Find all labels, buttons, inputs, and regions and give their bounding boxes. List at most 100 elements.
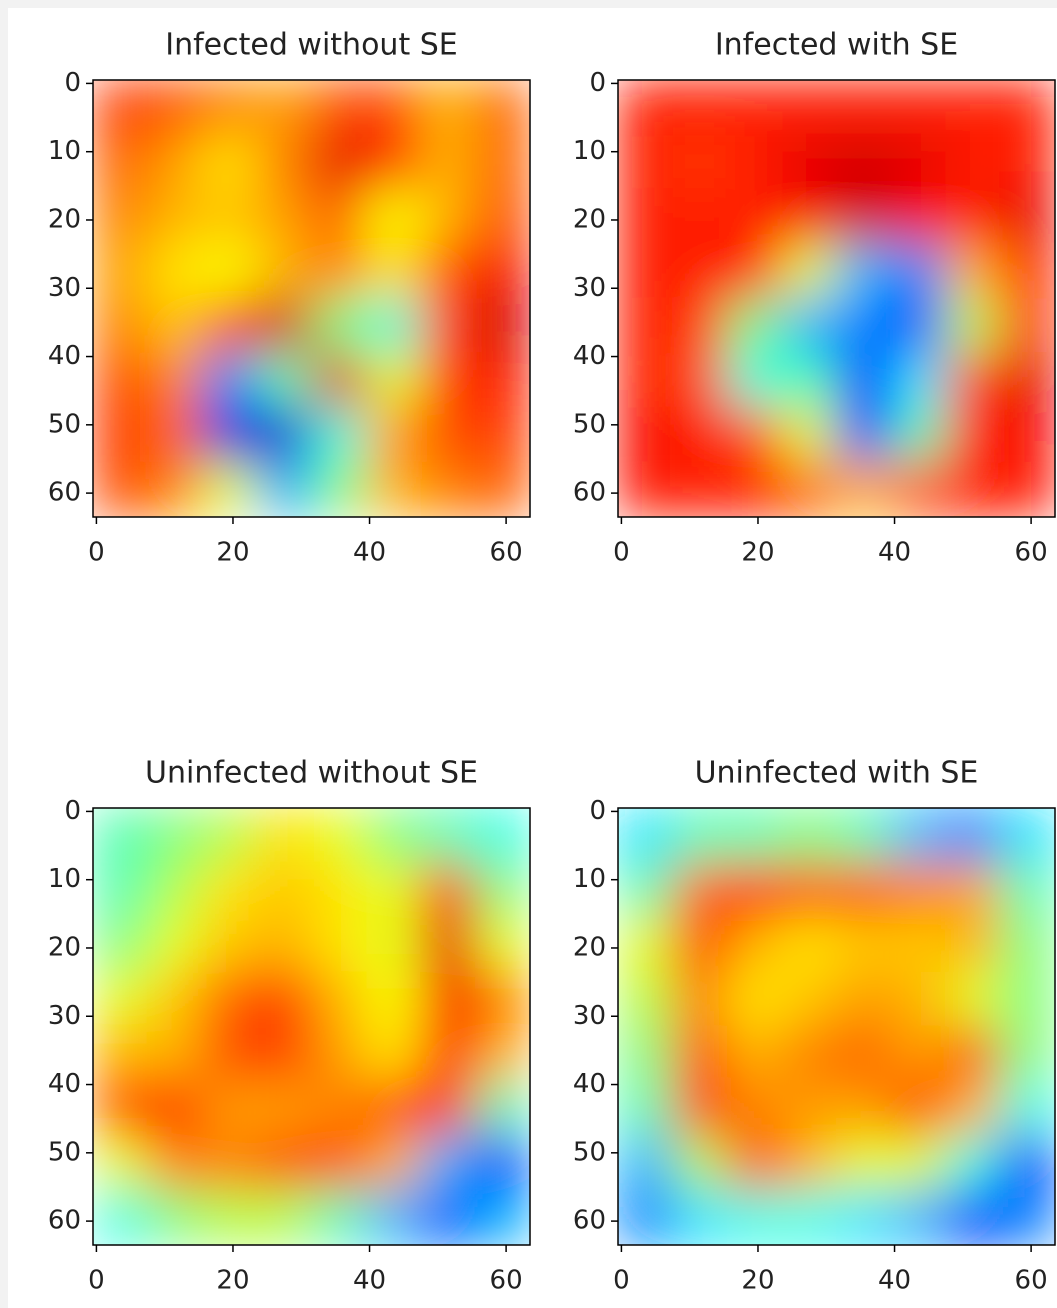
heatmap-cell [999,188,1055,245]
heatmap-cell [256,971,312,1027]
heatmap-cell [781,298,837,354]
heatmap-cell [311,862,367,918]
heatmap-cell [836,298,892,354]
x-tick-label: 40 [878,1266,911,1296]
heatmap-cell [999,134,1055,190]
heatmap-cell [365,916,422,973]
heatmap-cell [420,352,476,409]
heatmap-cell [201,1080,258,1137]
heatmap-cell [781,808,837,864]
heatmap-cell [474,352,530,409]
heatmap-cell [420,971,476,1027]
heatmap-cell [93,1026,149,1082]
heatmap-cell [147,352,203,409]
heatmap-cell [256,862,312,918]
heatmap-cell [836,352,892,409]
heatmap-cell [365,352,422,409]
heatmap-cell [256,298,312,354]
heatmap-cell [311,1026,367,1082]
heatmap-cell [201,1026,258,1082]
heatmap-cell [726,298,783,354]
heatmap-cell [999,1026,1055,1082]
y-tick-label: 20 [48,204,81,234]
heatmap-cell [420,1080,476,1137]
heatmap-cell [93,971,149,1027]
y-tick-label: 40 [48,1069,81,1099]
heatmap-cell [93,1189,149,1245]
heatmap-cell [365,1189,422,1245]
axes-frame [92,79,531,518]
heatmap-cell [618,461,674,517]
heatmap-cell [781,80,837,136]
y-tick-label: 30 [573,273,606,303]
x-tick-label: 60 [1015,538,1048,568]
x-tick-label: 0 [88,1266,105,1296]
heatmap-cell [836,862,892,918]
heatmap-cell [890,916,947,973]
heatmap-cell [836,80,892,136]
heatmap-cell [672,1026,728,1082]
heatmap-cell [618,243,674,299]
heatmap-cell [726,971,783,1027]
heatmap-cell [201,808,258,864]
heatmap-cell [836,1080,892,1137]
heatmap-cell [201,243,258,299]
heatmap-cell [726,407,783,463]
heatmap-cell [999,971,1055,1027]
heatmap-cell [201,971,258,1027]
heatmap-cell [999,1189,1055,1245]
x-tick-label: 0 [88,538,105,568]
heatmap-cell [201,407,258,463]
heatmap-cell [836,188,892,245]
heatmap-cell [474,1135,530,1191]
y-tick-label: 30 [573,1001,606,1031]
heatmap-cell [945,134,1001,190]
heatmap-cells [93,808,530,1245]
x-tick-label: 20 [741,538,774,568]
heatmap-cell [781,352,837,409]
heatmap-cell [147,808,203,864]
y-tick-label: 60 [573,1206,606,1236]
heatmap-cell [999,80,1055,136]
heatmap-cell [420,461,476,517]
heatmap-cell [365,971,422,1027]
heatmap-cell [836,808,892,864]
heatmap-cell [365,461,422,517]
heatmap [93,808,530,1245]
heatmap-cell [147,80,203,136]
heatmap-cell [945,916,1001,973]
heatmap-cell [672,1135,728,1191]
heatmap-cell [420,134,476,190]
heatmap-cell [726,1080,783,1137]
heatmap-cell [672,80,728,136]
heatmap-cell [256,407,312,463]
heatmap-cell [93,80,149,136]
y-tick-label: 20 [48,932,81,962]
y-tick-label: 40 [48,341,81,371]
y-tick-label: 50 [48,409,81,439]
heatmap-cell [311,298,367,354]
heatmap-cell [474,461,530,517]
heatmap-cell [311,407,367,463]
heatmap-cell [93,407,149,463]
heatmap-cell [672,971,728,1027]
heatmap-cell [201,134,258,190]
heatmap-cell [365,808,422,864]
y-tick-label: 60 [573,478,606,508]
heatmap-cell [999,461,1055,517]
heatmap-cell [999,298,1055,354]
heatmap-cell [672,808,728,864]
heatmap-cell [945,1135,1001,1191]
heatmap-cell [672,352,728,409]
heatmap-cell [726,461,783,517]
heatmap-cell [999,808,1055,864]
heatmap-cell [672,407,728,463]
heatmap-cell [781,243,837,299]
heatmap-cell [474,80,530,136]
heatmap-cell [726,808,783,864]
heatmap-cell [836,461,892,517]
heatmap-cell [890,1026,947,1082]
y-tick-label: 0 [64,796,81,826]
heatmap-cell [945,1026,1001,1082]
heatmap-cell [474,862,530,918]
